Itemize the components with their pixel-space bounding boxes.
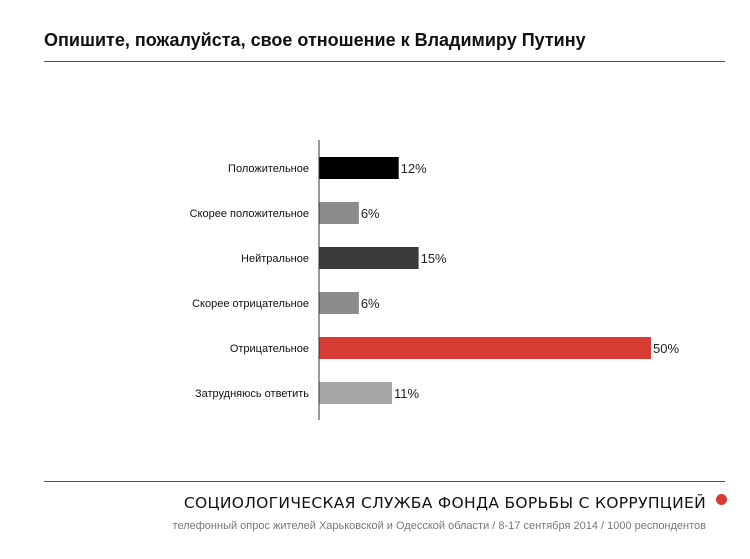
value-label: 6% (361, 206, 380, 221)
value-label: 50% (653, 341, 679, 356)
brand-dot (716, 494, 727, 505)
category-label: Отрицательное (230, 343, 309, 355)
category-label: Скорее отрицательное (192, 298, 309, 310)
category-label: Затрудняюсь ответить (195, 388, 309, 400)
header-divider (44, 61, 725, 62)
bar (319, 157, 399, 179)
bar (319, 382, 393, 404)
footer-divider (44, 481, 725, 482)
category-label: Скорее положительное (190, 208, 309, 220)
bar (319, 292, 359, 314)
bar (319, 337, 651, 359)
bar (319, 202, 359, 224)
value-label: 6% (361, 296, 380, 311)
value-label: 15% (421, 251, 447, 266)
bar (319, 247, 419, 269)
value-label: 12% (401, 161, 427, 176)
category-label: Нейтральное (241, 253, 309, 265)
organization-name: СОЦИОЛОГИЧЕСКАЯ СЛУЖБА ФОНДА БОРЬБЫ С КО… (183, 494, 706, 512)
value-label: 11% (394, 386, 419, 401)
survey-note: телефонный опрос жителей Харьковской и О… (172, 520, 706, 532)
category-label: Положительное (228, 163, 309, 175)
chart-title: Опишите, пожалуйста, свое отношение к Вл… (44, 30, 586, 50)
bar-chart: Положительное 12% Скорее положительное 6% Не… (190, 140, 679, 420)
